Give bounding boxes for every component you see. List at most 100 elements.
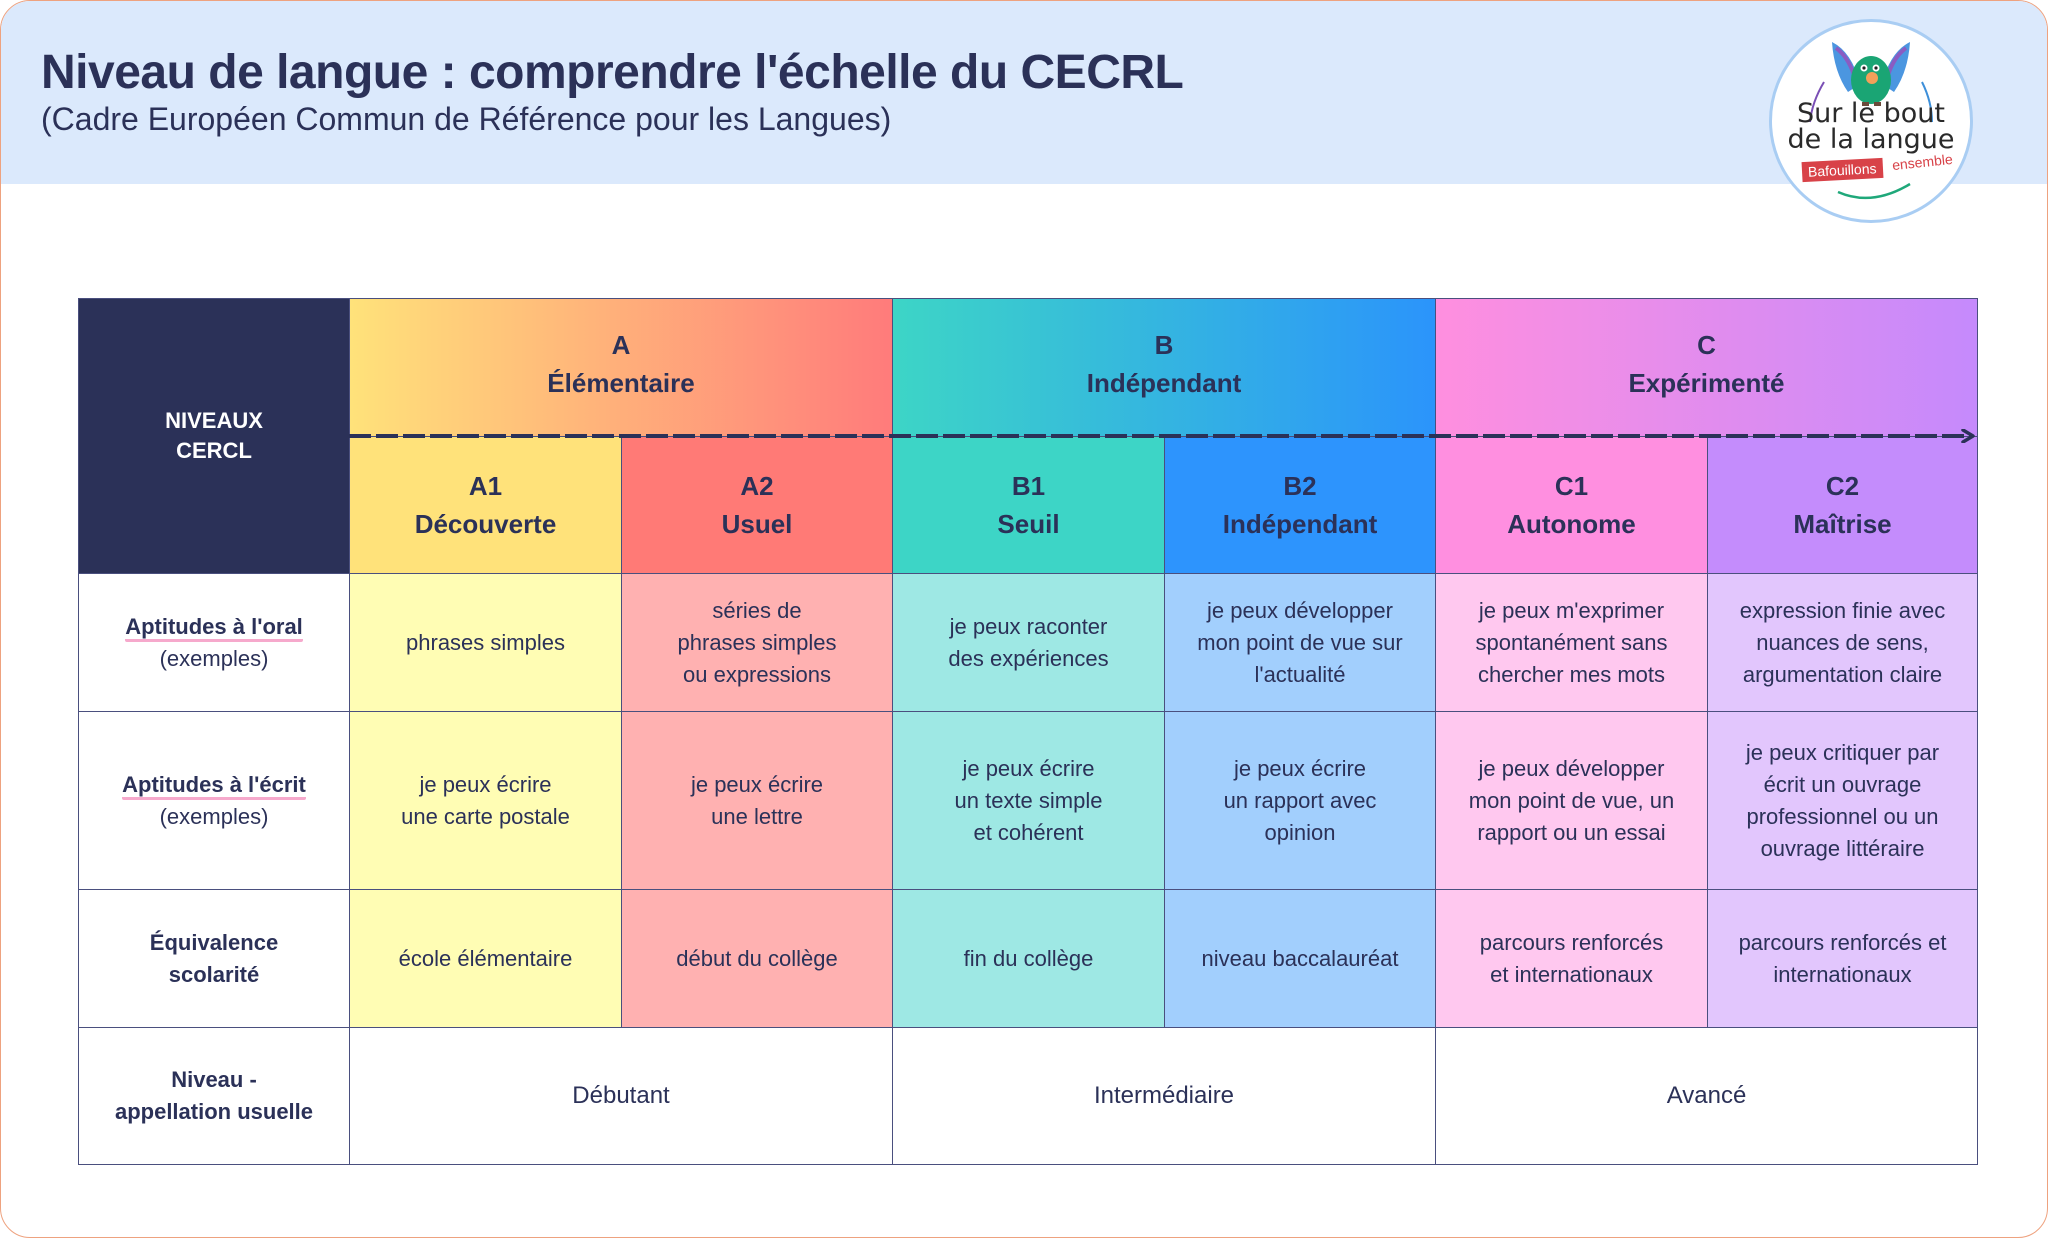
cecrl-table: NIVEAUX CERCL A Élémentaire B Indépendan…: [78, 298, 1978, 1165]
cell-equiv-c1: parcours renforcés et internationaux: [1435, 889, 1708, 1028]
cell-line: ou expressions: [683, 661, 831, 687]
cell-line: argumentation claire: [1742, 661, 1943, 687]
appellation-value: Avancé: [1666, 1082, 1747, 1109]
row-header-ecrit: Aptitudes à l'écrit (exemples): [78, 711, 350, 890]
level-name: Seuil: [997, 509, 1060, 539]
level-code: A2: [740, 471, 774, 501]
cell-line: et cohérent: [973, 819, 1084, 845]
cell-line: ouvrage littéraire: [1760, 835, 1925, 861]
group-letter: A: [611, 329, 631, 360]
group-letter: C: [1697, 329, 1716, 360]
row-label-sub: (exemples): [159, 645, 269, 671]
cell-line: école élémentaire: [398, 945, 573, 971]
level-header-b2: B2 Indépendant: [1164, 436, 1436, 574]
cell-line: début du collège: [676, 945, 838, 971]
cell-line: phrases simples: [677, 629, 837, 655]
row-label-sub: (exemples): [159, 803, 269, 829]
group-name: Indépendant: [1086, 367, 1242, 398]
cell-oral-a2: séries de phrases simples ou expressions: [621, 573, 893, 712]
cell-oral-b2: je peux développer mon point de vue sur …: [1164, 573, 1436, 712]
cell-line: spontanément sans: [1475, 629, 1668, 655]
row-header-equivalence: Équivalence scolarité: [78, 889, 350, 1028]
cell-line: je peux écrire: [690, 771, 824, 797]
cell-line: rapport ou un essai: [1477, 819, 1666, 845]
logo-tag: Bafouillons: [1801, 157, 1883, 183]
cell-line: séries de: [712, 597, 802, 623]
level-code: B1: [1011, 471, 1046, 501]
appellation-avance: Avancé: [1435, 1027, 1978, 1165]
row-label-text: Aptitudes à l'oral: [125, 613, 303, 642]
cell-ecrit-a2: je peux écrire une lettre: [621, 711, 893, 890]
group-name: Expérimenté: [1628, 367, 1785, 398]
level-header-a2: A2 Usuel: [621, 436, 893, 574]
cell-oral-a1: phrases simples: [349, 573, 622, 712]
cell-line: phrases simples: [406, 629, 565, 655]
cell-line: nuances de sens,: [1756, 629, 1929, 655]
row-label-text: Aptitudes à l'écrit: [122, 771, 306, 800]
corner-header: NIVEAUX CERCL: [78, 298, 350, 574]
cell-line: un rapport avec: [1223, 787, 1377, 813]
cell-line: opinion: [1264, 819, 1336, 845]
parrot-icon: [1809, 42, 1933, 200]
row-header-oral: Aptitudes à l'oral (exemples): [78, 573, 350, 712]
cell-line: parcours renforcés et: [1738, 929, 1947, 955]
cell-line: écrit un ouvrage: [1763, 771, 1922, 797]
row-label: Aptitudes à l'oral: [125, 611, 303, 643]
group-name: Élémentaire: [547, 367, 695, 398]
level-name: Découverte: [414, 509, 557, 539]
level-code: B2: [1283, 471, 1317, 501]
row-label-line-1: Équivalence: [149, 929, 279, 955]
cell-line: je peux écrire: [1233, 755, 1367, 781]
cell-line: l'actualité: [1254, 661, 1346, 687]
level-header-b1: B1 Seuil: [892, 436, 1165, 574]
appellation-intermediaire: Intermédiaire: [892, 1027, 1436, 1165]
cell-line: une carte postale: [401, 803, 570, 829]
cell-line: des expériences: [948, 645, 1109, 671]
corner-line-2: CERCL: [176, 438, 252, 463]
appellation-value: Intermédiaire: [1093, 1082, 1235, 1109]
page-title: Niveau de langue : comprendre l'échelle …: [41, 46, 1184, 99]
cell-line: une lettre: [711, 803, 803, 829]
row-label: Aptitudes à l'écrit: [122, 769, 306, 801]
cell-equiv-a2: début du collège: [621, 889, 893, 1028]
cell-line: niveau baccalauréat: [1201, 945, 1399, 971]
cell-ecrit-b1: je peux écrire un texte simple et cohére…: [892, 711, 1165, 890]
row-header-appellation: Niveau - appellation usuelle: [78, 1027, 350, 1165]
cell-equiv-a1: école élémentaire: [349, 889, 622, 1028]
cell-line: expression finie avec: [1739, 597, 1946, 623]
cell-oral-c1: je peux m'exprimer spontanément sans che…: [1435, 573, 1708, 712]
cell-line: chercher mes mots: [1477, 661, 1666, 687]
group-header-b: B Indépendant: [892, 298, 1436, 437]
cell-line: mon point de vue, un: [1468, 787, 1675, 813]
group-header-c: C Expérimenté: [1435, 298, 1978, 437]
cell-ecrit-c2: je peux critiquer par écrit un ouvrage p…: [1707, 711, 1978, 890]
cell-line: internationaux: [1773, 961, 1912, 987]
cell-oral-b1: je peux raconter des expériences: [892, 573, 1165, 712]
cell-line: je peux m'exprimer: [1478, 597, 1665, 623]
cell-line: fin du collège: [963, 945, 1094, 971]
corner-line-1: NIVEAUX: [165, 408, 263, 433]
row-label-line-1: Niveau -: [171, 1067, 257, 1092]
group-header-a: A Élémentaire: [349, 298, 893, 437]
level-header-c2: C2 Maîtrise: [1707, 436, 1978, 574]
cell-line: je peux raconter: [949, 613, 1108, 639]
level-header-a1: A1 Découverte: [349, 436, 622, 574]
cell-line: parcours renforcés: [1479, 929, 1664, 955]
page-subtitle: (Cadre Européen Commun de Référence pour…: [41, 101, 892, 137]
row-label-line-2: appellation usuelle: [114, 1099, 314, 1124]
level-code: C1: [1554, 471, 1589, 501]
header-band: Niveau de langue : comprendre l'échelle …: [1, 1, 2047, 184]
cell-line: je peux critiquer par: [1745, 739, 1940, 765]
level-name: Maîtrise: [1793, 509, 1892, 539]
cell-ecrit-c1: je peux développer mon point de vue, un …: [1435, 711, 1708, 890]
logo-line-1: Sur le bout: [1797, 98, 1945, 129]
row-label-line-2: scolarité: [168, 961, 260, 987]
level-name: Indépendant: [1222, 509, 1378, 539]
level-code: C2: [1825, 471, 1860, 501]
cell-oral-c2: expression finie avec nuances de sens, a…: [1707, 573, 1978, 712]
cell-equiv-c2: parcours renforcés et internationaux: [1707, 889, 1978, 1028]
cell-line: je peux développer: [1478, 755, 1665, 781]
cell-line: je peux développer: [1207, 597, 1393, 623]
cell-ecrit-b2: je peux écrire un rapport avec opinion: [1164, 711, 1436, 890]
